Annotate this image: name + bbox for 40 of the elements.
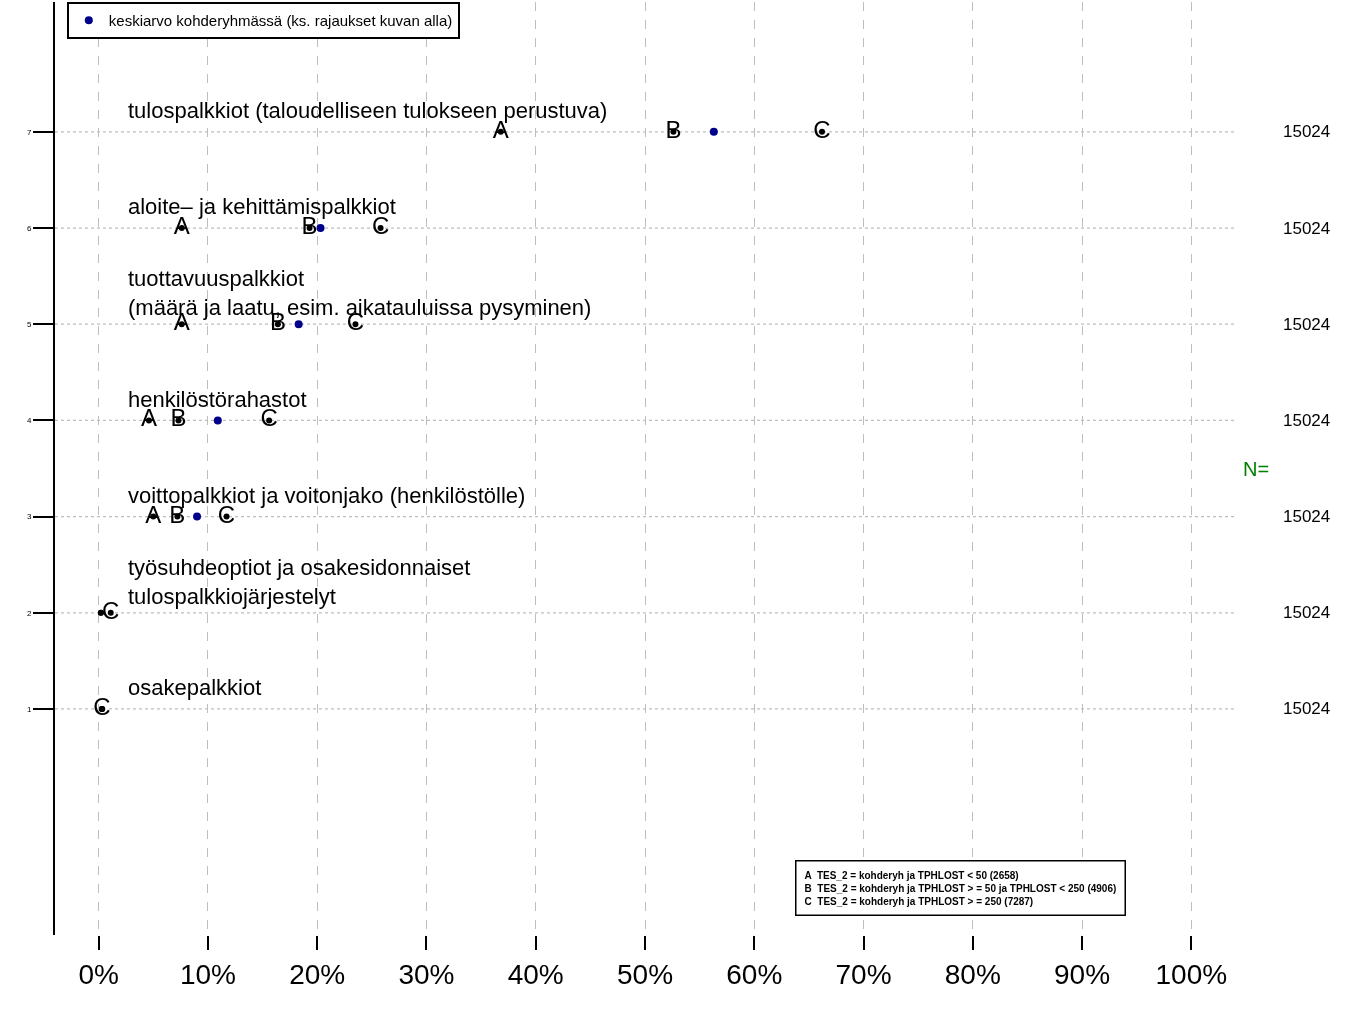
- x-tick-label: 0%: [78, 958, 119, 990]
- y-tick-label: 6: [26, 223, 32, 233]
- point: [294, 320, 303, 329]
- text: 15024: [1283, 219, 1331, 238]
- text: 15024: [1283, 699, 1331, 718]
- text: 15024: [1283, 507, 1331, 526]
- text: C: [813, 115, 831, 143]
- x-tick-label: 40%: [507, 958, 564, 990]
- legend-label: keskiarvo kohderyhmässä (ks. rajaukset kuvan alla): [108, 12, 453, 30]
- annotation: C TES_2 = kohderyh ja TPHLOST > = 250 (7287): [804, 895, 1034, 907]
- y-tick-label: 1: [26, 704, 32, 714]
- y-tick-label: 7: [26, 127, 32, 137]
- point: [213, 416, 222, 425]
- x-tick-label: 30%: [398, 958, 455, 990]
- x-tick-label: 90%: [1054, 958, 1111, 990]
- y-tick-label: 3: [26, 512, 32, 522]
- y-tick-label: 5: [26, 320, 32, 330]
- text: 15024: [1283, 603, 1331, 622]
- point: [193, 512, 202, 521]
- x-tick-label: 100%: [1155, 958, 1228, 990]
- x-tick-label: 10%: [179, 958, 236, 990]
- annotation: työsuhdeoptiot ja osakesidonnaiset tulospalkkiojärjestelyt: [128, 555, 471, 609]
- annotation: osakepalkkiot: [128, 675, 262, 700]
- annotation: A TES_2 = kohderyh ja TPHLOST < 50 (2658): [804, 869, 1019, 881]
- legend-label: C: [93, 692, 111, 720]
- x-tick-label: 60%: [726, 958, 783, 990]
- x-tick-label: 80%: [944, 958, 1001, 990]
- series-label: B: [665, 115, 682, 143]
- x-tick-label: 50%: [616, 958, 674, 990]
- y-tick-label: 2: [26, 608, 32, 618]
- text: C: [102, 596, 120, 624]
- text: 15024: [1283, 122, 1331, 141]
- annotation: B TES_2 = kohderyh ja TPHLOST > = 50 ja TPHLOST < 250 (4906): [804, 882, 1117, 894]
- x-tick-label: 70%: [835, 958, 892, 990]
- point: [709, 127, 718, 136]
- text: 15024: [1283, 315, 1331, 334]
- text: 15024: [1283, 411, 1331, 430]
- text: N=: [1243, 458, 1270, 480]
- x-tick-label: 20%: [289, 958, 346, 990]
- y-tick-label: 4: [26, 416, 32, 426]
